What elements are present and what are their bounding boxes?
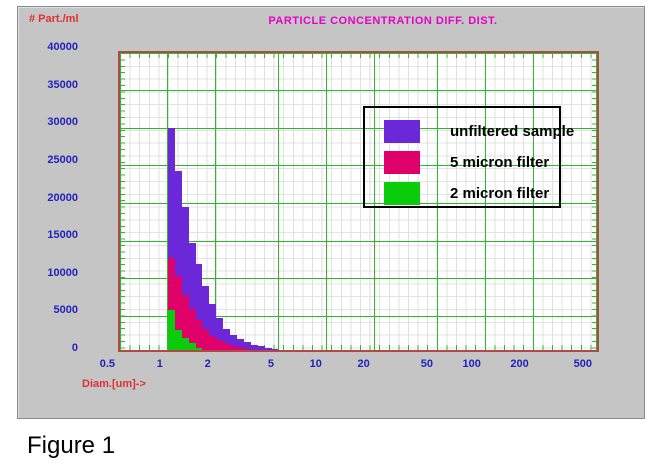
bar-5-micron-filter bbox=[195, 320, 203, 350]
plot-area bbox=[118, 51, 599, 352]
bar-unfiltered-sample bbox=[264, 347, 272, 350]
legend-swatch-unfiltered-sample bbox=[384, 120, 420, 143]
bar-5-micron-filter bbox=[181, 295, 189, 350]
chart-title: PARTICLE CONCENTRATION DIFF. DIST. bbox=[268, 15, 498, 27]
major-gridline-horizontal bbox=[120, 240, 597, 242]
x-tick-label: 200 bbox=[510, 358, 529, 370]
bar-5-micron-filter bbox=[174, 276, 182, 350]
major-gridline-horizontal bbox=[120, 203, 597, 204]
bar-unfiltered-sample bbox=[181, 207, 189, 350]
y-tick-label: 15000 bbox=[47, 229, 78, 242]
major-gridline-vertical bbox=[533, 53, 535, 350]
major-gridline-horizontal bbox=[120, 278, 597, 280]
bar-5-micron-filter bbox=[236, 347, 244, 350]
x-tick-label: 2 bbox=[204, 358, 211, 370]
bar-2-micron-filter bbox=[174, 329, 182, 350]
figure-caption: Figure 1 bbox=[27, 432, 116, 459]
bar-5-micron-filter bbox=[188, 308, 196, 350]
bar-2-micron-filter bbox=[209, 351, 216, 352]
legend-row: 2 micron filter bbox=[365, 182, 559, 205]
bar-unfiltered-sample bbox=[202, 286, 210, 350]
major-gridline-horizontal bbox=[120, 127, 597, 129]
bar-unfiltered-sample bbox=[230, 335, 237, 350]
major-gridline-vertical bbox=[278, 53, 280, 350]
bar-unfiltered-sample bbox=[257, 346, 265, 350]
x-tick-label: 1 bbox=[156, 358, 163, 370]
legend-swatch-2-micron-filter bbox=[384, 182, 420, 205]
major-gridline-horizontal bbox=[120, 53, 597, 54]
bar-2-micron-filter bbox=[202, 350, 209, 352]
bar-5-micron-filter bbox=[230, 345, 237, 350]
major-gridline-horizontal bbox=[120, 165, 597, 167]
bar-5-micron-filter bbox=[216, 340, 224, 350]
y-axis-title: # Part./ml bbox=[29, 13, 79, 25]
legend-row: unfiltered sample bbox=[365, 120, 574, 143]
legend-swatch-5-micron-filter bbox=[384, 151, 420, 174]
bar-unfiltered-sample bbox=[174, 171, 182, 350]
bar-2-micron-filter bbox=[188, 343, 196, 350]
legend-label: unfiltered sample bbox=[450, 123, 575, 140]
legend-label: 5 micron filter bbox=[450, 154, 550, 171]
y-tick-label: 35000 bbox=[47, 78, 78, 91]
major-gridline-horizontal bbox=[120, 315, 597, 317]
minor-ticks-left bbox=[120, 53, 125, 350]
major-gridline-horizontal bbox=[120, 90, 597, 92]
legend: unfiltered sample 5 micron filter 2 micron… bbox=[363, 106, 574, 208]
bar-2-micron-filter bbox=[167, 309, 175, 350]
x-tick-label: 100 bbox=[462, 358, 481, 370]
bar-unfiltered-sample bbox=[243, 342, 251, 350]
y-tick-label: 30000 bbox=[47, 116, 78, 129]
bar-unfiltered-sample bbox=[223, 329, 231, 350]
bar-unfiltered-sample bbox=[216, 317, 224, 350]
x-tick-label: 0.5 bbox=[99, 358, 115, 370]
bar-unfiltered-sample bbox=[250, 344, 258, 350]
bar-unfiltered-sample bbox=[299, 351, 306, 352]
major-gridline-vertical bbox=[437, 53, 439, 350]
major-gridline-vertical bbox=[326, 53, 328, 350]
major-gridline-vertical bbox=[485, 53, 487, 350]
major-gridline-vertical bbox=[215, 53, 217, 350]
bar-5-micron-filter bbox=[243, 348, 251, 350]
bar-unfiltered-sample bbox=[188, 242, 196, 350]
bar-unfiltered-sample bbox=[195, 264, 203, 350]
bar-2-micron-filter bbox=[181, 338, 189, 350]
y-tick-label: 0 bbox=[71, 342, 78, 354]
y-tick-label: 20000 bbox=[47, 191, 78, 204]
major-gridline-vertical bbox=[120, 53, 121, 350]
bar-unfiltered-sample bbox=[167, 128, 175, 350]
x-axis-title: Diam.[um]-> bbox=[82, 378, 146, 390]
y-tick-label: 40000 bbox=[47, 41, 78, 53]
y-tick-label: 25000 bbox=[47, 153, 78, 166]
x-tick-label: 500 bbox=[573, 358, 592, 370]
bar-5-micron-filter bbox=[265, 351, 272, 352]
bar-5-micron-filter bbox=[223, 343, 231, 350]
x-tick-label: 5 bbox=[267, 358, 274, 370]
x-tick-label: 10 bbox=[309, 358, 322, 370]
bar-unfiltered-sample bbox=[278, 349, 286, 350]
major-gridline-vertical bbox=[596, 53, 597, 350]
bar-5-micron-filter bbox=[167, 257, 175, 350]
bar-unfiltered-sample bbox=[292, 351, 299, 352]
y-tick-label: 10000 bbox=[47, 266, 78, 279]
major-gridline-vertical bbox=[374, 53, 376, 350]
bar-unfiltered-sample bbox=[209, 303, 217, 350]
chart-panel: PARTICLE CONCENTRATION DIFF. DIST. # Par… bbox=[17, 6, 645, 419]
legend-row: 5 micron filter bbox=[365, 151, 559, 174]
bar-5-micron-filter bbox=[250, 349, 258, 350]
bar-unfiltered-sample bbox=[236, 339, 244, 350]
legend-label: 2 micron filter bbox=[450, 185, 550, 202]
minor-ticks-top bbox=[120, 53, 597, 58]
bar-unfiltered-sample bbox=[271, 348, 279, 350]
bar-5-micron-filter bbox=[258, 350, 265, 352]
bar-unfiltered-sample bbox=[285, 350, 292, 352]
x-tick-label: 20 bbox=[357, 358, 370, 370]
bar-5-micron-filter bbox=[202, 329, 210, 350]
bar-2-micron-filter bbox=[195, 347, 203, 350]
bar-5-micron-filter bbox=[209, 335, 217, 350]
x-tick-label: 50 bbox=[420, 358, 433, 370]
y-tick-label: 5000 bbox=[53, 304, 78, 317]
